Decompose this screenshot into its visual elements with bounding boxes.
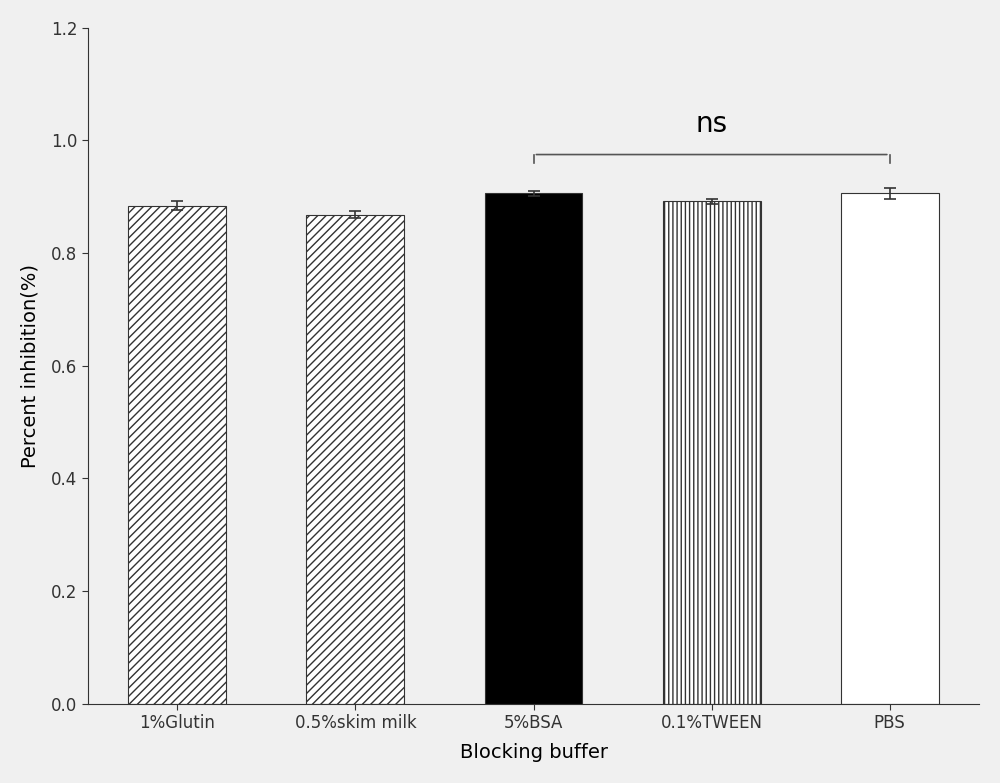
Text: ns: ns <box>696 110 728 138</box>
Bar <box>841 193 939 704</box>
Bar <box>663 201 761 704</box>
Bar <box>128 206 226 704</box>
Bar <box>485 193 582 704</box>
Bar <box>306 215 404 704</box>
X-axis label: Blocking buffer: Blocking buffer <box>460 743 608 762</box>
Y-axis label: Percent inhibition(%): Percent inhibition(%) <box>21 264 40 467</box>
